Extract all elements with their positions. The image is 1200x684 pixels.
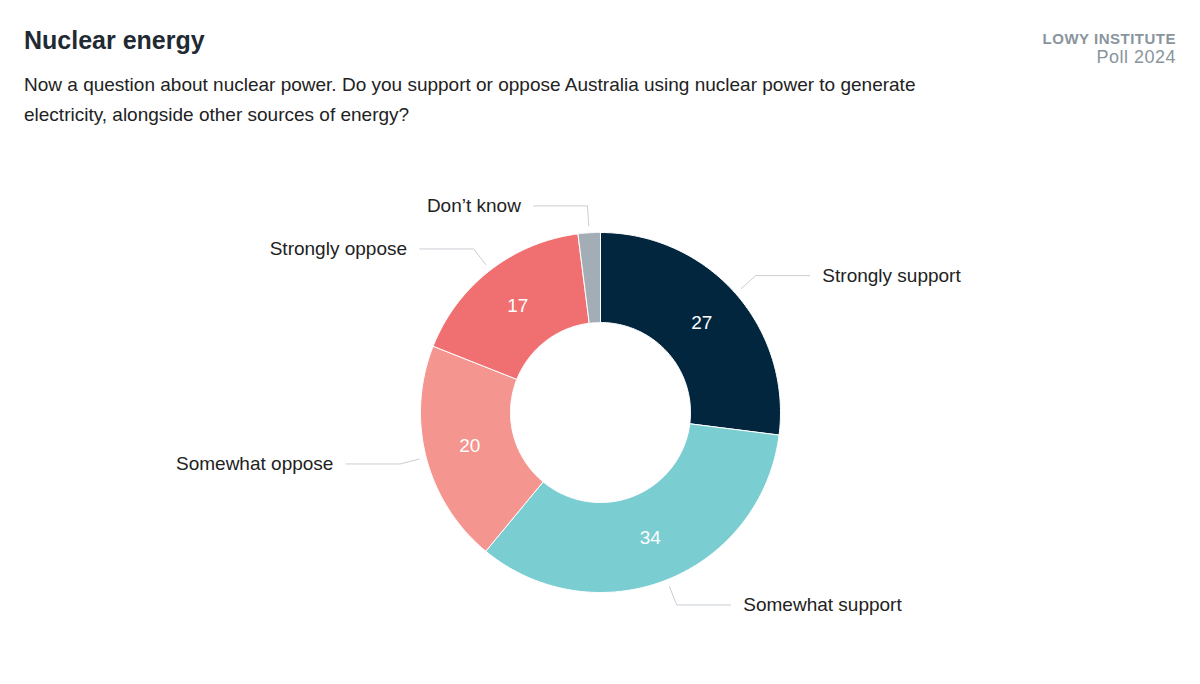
- svg-text:Don’t know: Don’t know: [427, 195, 521, 216]
- html-text:Now a question about nuclear p: Now a question about nuclear power. Do y…: [24, 74, 916, 125]
- svg-text:27: 27: [691, 312, 712, 333]
- svg-text:34: 34: [640, 527, 662, 548]
- svg-text:17: 17: [507, 295, 528, 316]
- svg-text:Strongly oppose: Strongly oppose: [270, 238, 407, 259]
- html-text:Poll 2024: Poll 2024: [1096, 47, 1176, 67]
- svg-text:Strongly support: Strongly support: [822, 265, 961, 286]
- html-text:LOWY INSTITUTE: LOWY INSTITUTE: [1042, 30, 1176, 47]
- svg-text:20: 20: [459, 435, 480, 456]
- svg-text:Somewhat support: Somewhat support: [743, 594, 902, 615]
- html-text:Nuclear energy: Nuclear energy: [24, 26, 205, 54]
- svg-text:Somewhat oppose: Somewhat oppose: [176, 453, 333, 474]
